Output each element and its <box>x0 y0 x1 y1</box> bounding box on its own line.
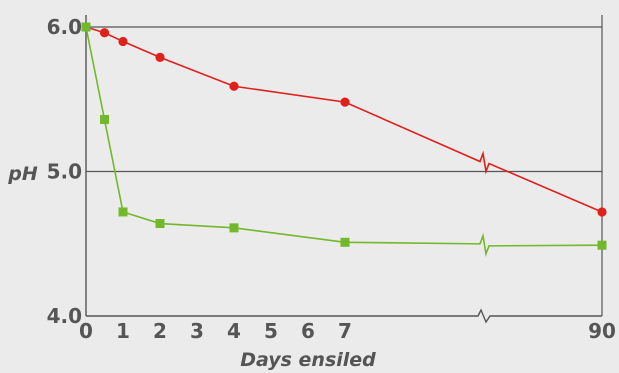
data-point <box>340 97 350 107</box>
y-axis-title: pH <box>7 163 38 185</box>
data-point <box>597 240 607 250</box>
data-series <box>81 22 607 257</box>
data-point <box>155 219 165 229</box>
axes <box>85 15 603 324</box>
data-point <box>155 52 165 62</box>
x-tick-label: 7 <box>338 319 352 343</box>
series-0 <box>81 22 607 217</box>
y-tick-label: 4.0 <box>47 304 82 328</box>
x-tick-label: 2 <box>153 319 167 343</box>
data-point <box>340 237 350 247</box>
series-1 <box>81 22 607 257</box>
x-tick-label: 4 <box>227 319 241 343</box>
x-axis-line <box>86 308 602 324</box>
x-tick-label: 90 <box>588 319 616 343</box>
gridlines <box>86 26 602 173</box>
x-tick-label: 3 <box>190 319 204 343</box>
data-point <box>229 223 239 233</box>
y-tick-label: 5.0 <box>47 160 82 184</box>
y-tick-label: 6.0 <box>47 15 82 39</box>
x-tick-label: 1 <box>116 319 130 343</box>
x-axis-title: Days ensiled <box>240 349 376 371</box>
data-point <box>229 81 239 91</box>
tick-labels: 4.0 5.0 6.0 0 1 2 3 4 5 6 7 90 <box>47 15 616 343</box>
data-point <box>118 36 128 47</box>
data-point <box>118 207 128 217</box>
x-tick-label: 6 <box>301 319 315 343</box>
x-tick-label: 5 <box>264 319 278 343</box>
data-point <box>100 114 109 124</box>
data-point <box>597 207 607 217</box>
data-point <box>81 22 91 32</box>
x-tick-label: 0 <box>79 319 93 343</box>
data-point <box>99 28 110 38</box>
